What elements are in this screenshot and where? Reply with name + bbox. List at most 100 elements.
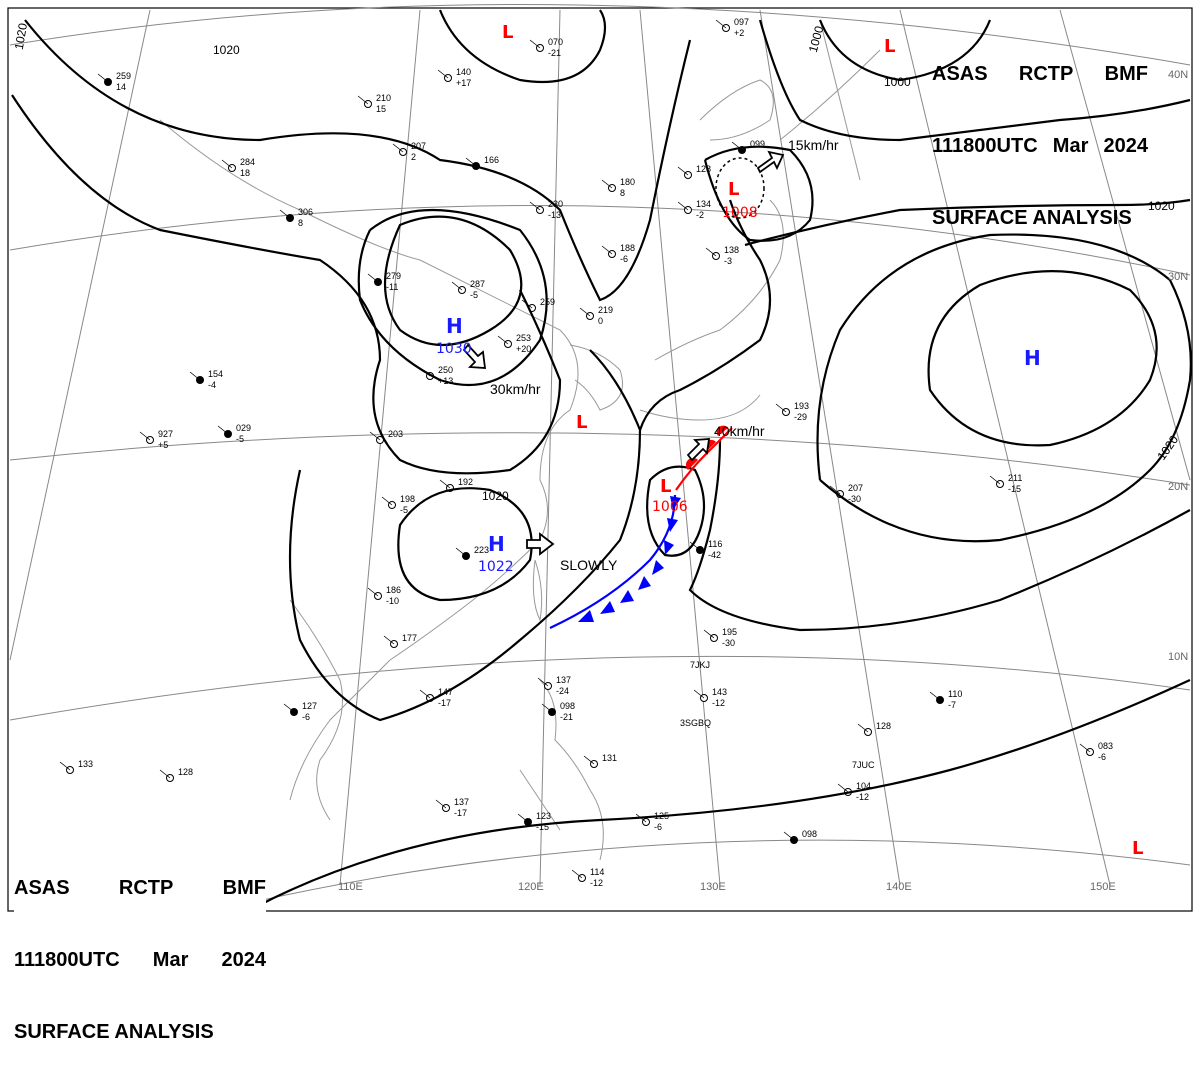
station-pressure: 279 [386, 271, 401, 281]
station-tendency: -12 [712, 698, 725, 708]
high-center: H [488, 532, 505, 556]
station-tendency: +5 [158, 440, 168, 450]
station-tendency: -5 [236, 434, 244, 444]
isobars [11, 9, 1192, 911]
station-plot: 127-6 [283, 701, 317, 722]
wind-barb-staff [465, 157, 477, 167]
motion-arrow-ne [756, 150, 785, 174]
station-pressure: 140 [456, 67, 471, 77]
station-pressure: 123 [536, 811, 551, 821]
wind-barb-staff [693, 689, 705, 699]
station-plot: 123-15 [517, 811, 551, 832]
lat-line-10n [9, 655, 1191, 721]
header-year: 2024 [1103, 135, 1149, 157]
wind-barb-staff [279, 209, 291, 219]
station-pressure: 287 [470, 279, 485, 289]
isobar-1022-ring [397, 487, 533, 602]
station-pressure: 177 [402, 633, 417, 643]
high-center-value: 1030 [436, 341, 472, 357]
station-tendency: -13 [548, 210, 561, 220]
wind-barb-staff [677, 201, 689, 211]
header-center: RCTP [1018, 63, 1074, 85]
station-pressure: 195 [722, 627, 737, 637]
station-pressure: 128 [178, 767, 193, 777]
station-pressure: 114 [590, 867, 604, 877]
lat-label-30n: 30N [1168, 271, 1188, 283]
station-plot: 287-5 [451, 279, 485, 300]
station-pressure: 131 [602, 753, 617, 763]
station-plot: 193-29 [775, 401, 809, 422]
station-tendency: -6 [302, 712, 310, 722]
station-plot: 137-24 [537, 675, 571, 696]
wind-barb-staff [529, 39, 541, 49]
lon-label-120e: 120E [518, 881, 544, 893]
station-tendency: -6 [654, 822, 662, 832]
station-plot: 253+20 [497, 333, 531, 354]
isobar-west [11, 94, 562, 475]
header-line-2: 111800UTC Mar 2024 [14, 948, 266, 972]
station-plot: 070-21 [529, 37, 563, 58]
wind-barb-staff [775, 403, 787, 413]
lon-label-110e: 110E [338, 881, 363, 893]
wind-barb-staff [283, 703, 295, 713]
station-pressure: 284 [240, 157, 255, 167]
graticule [9, 4, 1191, 906]
station-plot: 203 [369, 429, 403, 444]
wind-barb-staff [579, 307, 591, 317]
station-pressure: 186 [386, 585, 401, 595]
wind-barb-staff [392, 143, 404, 153]
station-tendency: -17 [438, 698, 451, 708]
wind-barb-staff [381, 496, 393, 506]
station-pressure: 083 [1098, 741, 1113, 751]
low-center-value: 1008 [722, 205, 758, 221]
station-pressure: 230 [548, 199, 563, 209]
wind-barb-staff [689, 541, 701, 551]
lat-line-20n [9, 432, 1191, 486]
wind-barb-staff [829, 485, 841, 495]
isobar-label: 1020 [1154, 433, 1181, 463]
station-tendency: -15 [536, 822, 549, 832]
header-product: BMF [1104, 63, 1148, 85]
header-agency: ASAS [14, 877, 70, 899]
wind-barb-staff [703, 629, 715, 639]
graticule-labels: 40N 30N 20N 10N 110E 120E 130E 140E 150E [338, 69, 1188, 893]
station-plot: 114-12 [571, 867, 604, 888]
header-month: Mar [152, 949, 189, 971]
station-plot: 128 [857, 721, 891, 736]
lon-line-150e [899, 9, 1111, 886]
coast-japan [639, 199, 784, 421]
station-pressure: 180 [620, 177, 635, 187]
isobar-mid [357, 209, 548, 387]
station-pressure: 219 [598, 305, 613, 315]
header-line-1: ASAS RCTP BMF [14, 876, 266, 900]
station-plot: 029-5 [217, 423, 251, 444]
coast-philippines [519, 679, 604, 861]
lat-label-20n: 20N [1168, 481, 1188, 493]
wind-barb-staff [189, 371, 201, 381]
station-tendency: -30 [722, 638, 735, 648]
station-pressure: 128 [696, 164, 711, 174]
ship-codes: 7JKJ 3SGBQ 7JUC [680, 660, 875, 770]
station-pressure: 116 [708, 539, 722, 549]
coast-sakhalin [819, 19, 861, 181]
station-pressure: 198 [400, 494, 415, 504]
station-plot: 230-13 [529, 199, 563, 220]
isobar-high-outer [816, 233, 1192, 543]
station-tendency: +20 [516, 344, 531, 354]
station-tendency: +2 [734, 28, 744, 38]
station-tendency: 8 [298, 218, 303, 228]
station-tendency: 15 [376, 104, 386, 114]
ship-code: 3SGBQ [680, 718, 711, 728]
lat-line-40n [9, 4, 1191, 66]
header-time: 111800UTC [14, 949, 120, 971]
station-plot: 134-2 [677, 199, 711, 220]
isobar-label: 1020 [482, 489, 509, 503]
isobar-1020-south [288, 349, 642, 722]
ship-code: 7JKJ [690, 660, 710, 670]
header-year: 2024 [221, 949, 267, 971]
station-pressure: 110 [948, 689, 962, 699]
lat-line-0 [239, 839, 1191, 906]
wind-barb-staff [601, 179, 613, 189]
